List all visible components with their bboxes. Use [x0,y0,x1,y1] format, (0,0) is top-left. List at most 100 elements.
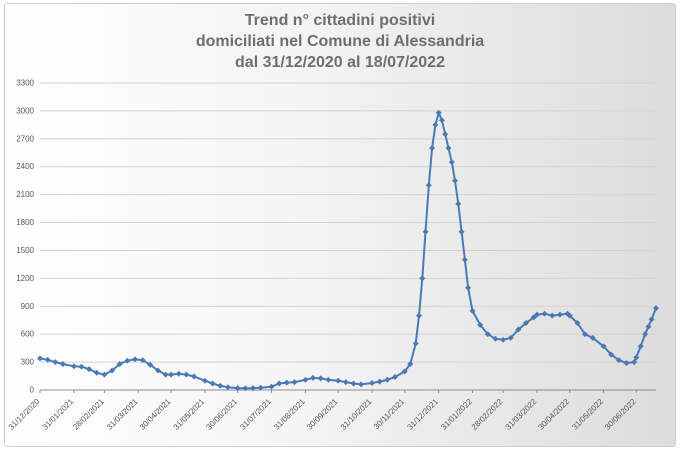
data-point [438,117,445,124]
data-point [52,359,59,366]
data-point [376,378,383,385]
y-tick-label: 1200 [16,274,34,283]
data-point [242,385,249,392]
data-point [276,380,283,387]
x-tick-label: 31/10/2021 [339,397,374,432]
data-point [283,379,290,386]
data-point [600,343,607,350]
x-tick-label: 31/05/2022 [570,397,605,432]
data-point [175,370,182,377]
data-point [234,385,241,392]
x-tick-label: 31/01/2021 [41,397,76,432]
y-tick-label: 2400 [16,162,34,171]
data-point [648,316,655,323]
data-point [645,323,652,330]
y-tick-label: 900 [21,302,35,311]
data-point [582,331,588,338]
data-point [302,376,309,383]
data-point [523,320,529,326]
x-tick-label: 31/12/2020 [7,397,42,432]
chart-background [5,4,675,446]
data-point [419,275,426,282]
data-point [369,380,375,386]
x-tick-label: 31/03/2022 [504,397,539,432]
data-point [461,256,468,263]
plot-area [37,109,659,392]
y-tick-label: 1800 [16,218,34,227]
y-tick-label: 1500 [16,246,34,255]
data-point [317,375,324,382]
data-point [541,310,548,317]
data-point [168,371,175,378]
data-point [455,200,462,207]
y-tick-label: 3000 [16,106,34,115]
data-point [653,305,659,312]
chart-title-line-1: Trend n° cittadini positivi [244,12,436,29]
chart-title: Trend n° cittadini positivi domiciliati … [5,10,675,73]
data-point [124,357,131,364]
data-point [224,384,231,391]
data-point [445,145,452,152]
data-point [250,385,256,392]
x-tick-label: 31/08/2021 [272,397,307,432]
data-point [350,380,357,387]
data-point [469,307,476,314]
data-point [201,377,208,384]
x-tick-label: 31/07/2021 [238,397,273,432]
data-point [637,343,644,350]
data-point [257,384,264,391]
x-tick-label: 30/06/2022 [603,397,638,432]
data-point [633,354,640,361]
data-point [358,381,365,388]
data-point [442,131,449,138]
data-point [132,356,138,363]
y-axis: 0 300 600 900 1200 1500 1800 2100 2400 2700 3000 33… [16,79,34,395]
data-point [534,311,540,318]
x-tick-label: 30/04/2022 [536,397,571,432]
data-point [448,159,455,166]
data-point [291,379,298,386]
data-point [183,371,190,378]
data-point [556,311,563,318]
data-point [268,383,275,390]
data-point [465,284,472,291]
x-tick-label: 28/02/2022 [470,397,505,432]
x-tick-label: 28/02/2021 [71,397,106,432]
data-point [325,376,332,383]
data-point [310,374,316,381]
data-point [642,331,649,338]
x-tick-label: 31/01/2022 [439,397,474,432]
y-tick-label: 2700 [16,134,34,143]
y-tick-label: 600 [21,330,35,339]
x-tick-label: 30/06/2021 [204,397,239,432]
data-point [429,145,436,152]
data-point [384,376,391,383]
data-point [432,121,439,128]
data-point [422,228,429,235]
data-point [209,380,216,387]
data-point [217,382,224,389]
y-tick-label: 300 [21,358,35,367]
chart-title-line-2: domiciliati nel Comune di Alessandria [195,33,485,50]
data-point [70,363,77,370]
x-tick-label: 30/09/2021 [305,397,340,432]
chart-title-line-3: dal 31/12/2020 al 18/07/2022 [235,54,445,71]
x-tick-label: 30/11/2021 [372,397,407,432]
x-tick-label: 31/12/2021 [405,397,440,432]
data-point [78,363,85,370]
data-point [392,374,398,380]
data-point [452,177,458,184]
data-point [425,182,432,189]
x-tick-label: 30/04/2021 [138,397,173,432]
data-point [191,373,197,380]
data-point [500,336,507,343]
data-point [458,228,465,235]
data-point [342,379,349,386]
data-point [416,312,422,319]
data-point [549,312,556,319]
data-point [37,355,43,362]
y-tick-label: 0 [30,386,35,395]
data-point [139,357,146,364]
